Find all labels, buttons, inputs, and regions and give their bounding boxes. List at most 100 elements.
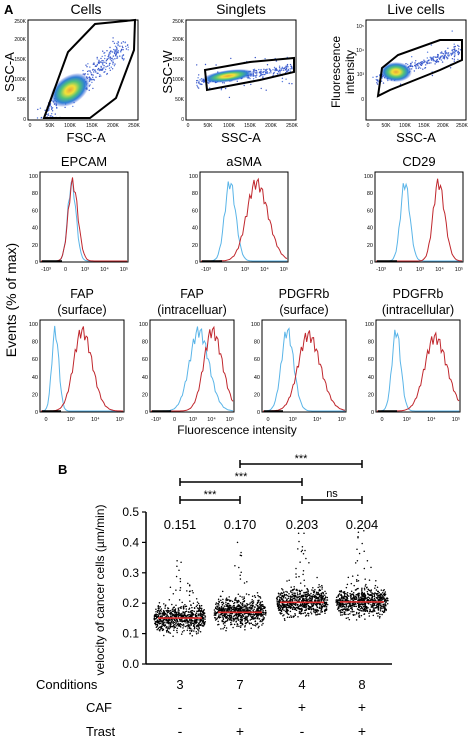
- velocity-point: [372, 606, 374, 609]
- velocity-point: [222, 607, 224, 610]
- velocity-point: [373, 610, 376, 612]
- velocity-point: [263, 613, 265, 615]
- velocity-point: [218, 616, 220, 618]
- gating-dot: [447, 53, 449, 55]
- histogram-title: CD29: [402, 154, 435, 169]
- gating-dot: [200, 78, 203, 80]
- velocity-point: [179, 626, 182, 628]
- histogram-ytick: 80: [32, 340, 38, 346]
- velocity-point: [297, 615, 299, 618]
- gating-dot: [426, 57, 428, 59]
- velocity-point: [321, 610, 324, 613]
- velocity-point: [233, 615, 235, 617]
- velocity-point: [225, 599, 227, 602]
- svg-text:150K: 150K: [14, 57, 26, 63]
- velocity-point: [177, 622, 179, 625]
- velocity-point: [195, 618, 198, 621]
- velocity-point: [164, 607, 166, 609]
- velocity-point: [181, 621, 183, 623]
- velocity-point: [296, 589, 298, 592]
- gating-dot: [453, 60, 455, 62]
- gating-dot: [86, 70, 89, 73]
- velocity-point: [234, 564, 236, 567]
- velocity-point: [251, 595, 254, 597]
- svg-text:100K: 100K: [64, 123, 76, 129]
- gating-dot: [451, 30, 453, 32]
- gating-dot: [458, 51, 460, 54]
- velocity-point: [374, 592, 377, 594]
- velocity-point: [176, 631, 178, 634]
- histogram-xtick: -10³: [201, 267, 211, 273]
- gating-dot: [434, 63, 436, 65]
- velocity-point: [358, 552, 361, 555]
- velocity-point: [202, 619, 205, 622]
- velocity-point: [364, 610, 367, 612]
- gating-dot: [120, 42, 123, 44]
- velocity-point: [173, 624, 176, 626]
- velocity-point: [249, 607, 251, 610]
- velocity-point: [153, 615, 156, 618]
- velocity-point: [320, 609, 322, 612]
- velocity-point: [188, 619, 191, 621]
- gating-dot: [109, 56, 112, 58]
- velocity-point: [317, 592, 319, 595]
- histogram-curve-control: [201, 181, 287, 262]
- velocity-point: [342, 596, 344, 598]
- svg-text:250K: 250K: [128, 123, 140, 129]
- velocity-point: [382, 604, 384, 606]
- gating-dot: [117, 50, 120, 52]
- svg-text:200K: 200K: [14, 37, 26, 43]
- gating-dot: [114, 45, 117, 47]
- velocity-point: [304, 549, 306, 552]
- gating-dot: [278, 67, 281, 69]
- gating-dot: [254, 56, 256, 59]
- histogram-curve-stained: [377, 331, 460, 412]
- velocity-point: [363, 608, 366, 610]
- y-tick-label: 0.5: [122, 505, 139, 519]
- velocity-point: [319, 603, 321, 606]
- velocity-point: [191, 609, 194, 612]
- histogram-xtick: 10⁵: [452, 416, 460, 423]
- velocity-point: [285, 593, 288, 596]
- velocity-point: [177, 616, 180, 618]
- gating-ylabel-line1: Fluorescence: [329, 36, 343, 108]
- velocity-point: [355, 595, 357, 598]
- velocity-point: [228, 619, 231, 621]
- gating-dot: [117, 44, 119, 47]
- velocity-point: [220, 613, 223, 615]
- gating-dot: [208, 82, 210, 84]
- velocity-point: [237, 618, 239, 620]
- velocity-point: [350, 607, 352, 610]
- velocity-point: [187, 611, 190, 613]
- gating-dot: [112, 58, 114, 61]
- velocity-point: [353, 610, 355, 613]
- velocity-point: [239, 602, 242, 604]
- velocity-point: [304, 595, 307, 598]
- velocity-point: [165, 618, 167, 621]
- velocity-point: [241, 623, 244, 626]
- median-lines: [158, 601, 384, 619]
- velocity-point: [245, 622, 247, 625]
- velocity-point: [337, 605, 340, 607]
- velocity-point: [291, 608, 294, 610]
- velocity-point: [157, 627, 160, 630]
- histogram-ytick: 20: [142, 392, 148, 398]
- velocity-point: [363, 588, 366, 591]
- velocity-point: [260, 608, 263, 611]
- velocity-point: [321, 588, 323, 590]
- gating-dot: [110, 66, 113, 68]
- velocity-point: [377, 607, 379, 609]
- velocity-point: [196, 627, 198, 630]
- velocity-point: [346, 591, 349, 594]
- gating-dot: [430, 59, 433, 61]
- gating-dot: [112, 40, 114, 43]
- velocity-point: [306, 591, 309, 593]
- gating-dot: [114, 63, 116, 65]
- velocity-point: [312, 590, 315, 592]
- velocity-point: [257, 609, 260, 612]
- gating-dot: [104, 55, 106, 57]
- svg-text:250K: 250K: [286, 123, 298, 129]
- gating-dot: [279, 72, 281, 74]
- velocity-point: [215, 613, 217, 615]
